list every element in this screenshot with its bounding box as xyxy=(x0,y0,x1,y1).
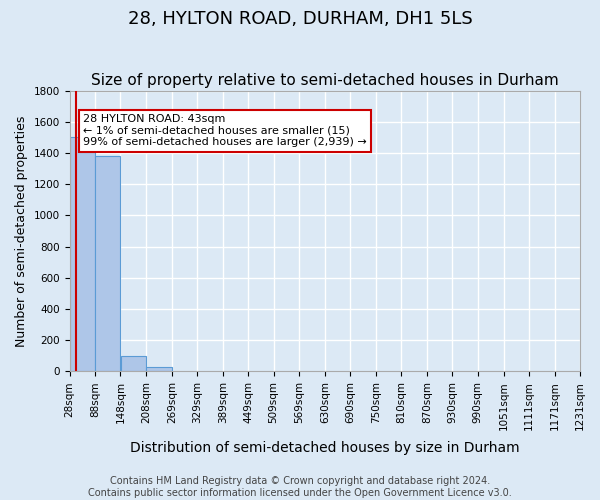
Y-axis label: Number of semi-detached properties: Number of semi-detached properties xyxy=(15,116,28,346)
X-axis label: Distribution of semi-detached houses by size in Durham: Distribution of semi-detached houses by … xyxy=(130,441,520,455)
Text: Contains HM Land Registry data © Crown copyright and database right 2024.
Contai: Contains HM Land Registry data © Crown c… xyxy=(88,476,512,498)
Bar xyxy=(70,138,95,372)
Bar xyxy=(146,366,172,372)
Text: 28, HYLTON ROAD, DURHAM, DH1 5LS: 28, HYLTON ROAD, DURHAM, DH1 5LS xyxy=(128,10,472,28)
Title: Size of property relative to semi-detached houses in Durham: Size of property relative to semi-detach… xyxy=(91,73,559,88)
Bar xyxy=(95,156,120,372)
Bar xyxy=(121,356,146,372)
Text: 28 HYLTON ROAD: 43sqm
← 1% of semi-detached houses are smaller (15)
99% of semi-: 28 HYLTON ROAD: 43sqm ← 1% of semi-detac… xyxy=(83,114,367,147)
